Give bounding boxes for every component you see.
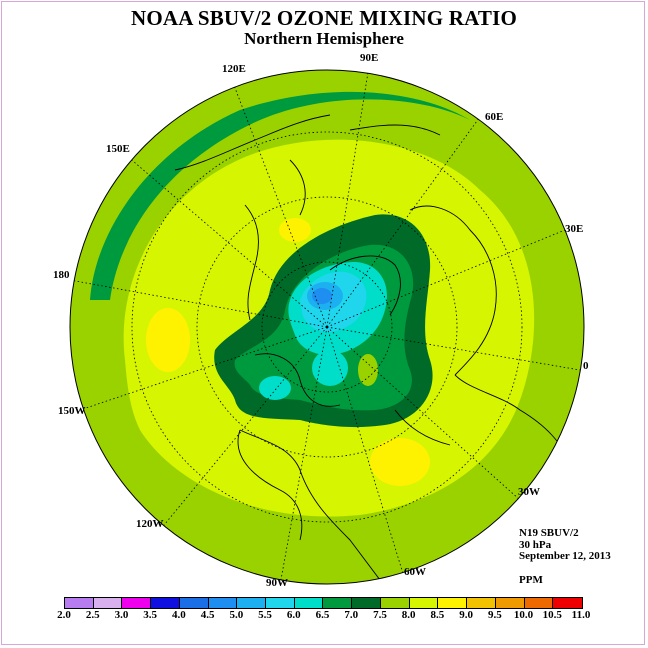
colorbar-swatch bbox=[553, 598, 582, 608]
colorbar-swatch bbox=[151, 598, 180, 608]
colorbar-tick-label: 8.5 bbox=[430, 609, 445, 621]
colorbar-swatch bbox=[409, 598, 439, 608]
longitude-label-120e: 120E bbox=[222, 63, 246, 75]
colorbar-tick-label: 6.5 bbox=[315, 609, 330, 621]
colorbar-tick-label: 7.5 bbox=[373, 609, 387, 621]
longitude-label-0: 0 bbox=[583, 360, 589, 372]
colorbar-tick-label: 9.0 bbox=[459, 609, 473, 621]
ozone-patch-8.5-north bbox=[279, 218, 311, 242]
colorbar-swatch bbox=[380, 598, 410, 608]
longitude-label-30e: 30E bbox=[565, 223, 584, 235]
colorbar-tick-label: 11.0 bbox=[571, 609, 591, 621]
ozone-field bbox=[70, 70, 584, 584]
colorbar-swatch bbox=[179, 598, 209, 608]
longitude-label-150w: 150W bbox=[58, 405, 86, 417]
colorbar bbox=[64, 597, 583, 609]
colorbar-swatch bbox=[294, 598, 324, 608]
colorbar-tick-label: 6.0 bbox=[286, 609, 301, 621]
longitude-label-150e: 150E bbox=[106, 143, 130, 155]
colorbar-swatch bbox=[438, 598, 468, 608]
colorbar-tick-label: 4.5 bbox=[200, 609, 215, 621]
ozone-patch-8.5-west bbox=[146, 308, 190, 372]
ozone-patch-6.0-south bbox=[259, 376, 291, 400]
date-label: September 12, 2013 bbox=[519, 550, 611, 562]
longitude-label-30w: 30W bbox=[518, 486, 540, 498]
colorbar-tick-label: 3.5 bbox=[143, 609, 158, 621]
longitude-label-60w: 60W bbox=[404, 566, 426, 578]
colorbar-swatch bbox=[93, 598, 123, 608]
colorbar-swatch bbox=[524, 598, 554, 608]
colorbar-tick-label: 5.0 bbox=[229, 609, 244, 621]
longitude-label-90w: 90W bbox=[266, 577, 288, 589]
graticule bbox=[70, 70, 581, 584]
ozone-patch-7.5-inner bbox=[358, 354, 378, 386]
colorbar-tick-label: 3.0 bbox=[114, 609, 129, 621]
colorbar-swatch bbox=[122, 598, 152, 608]
colorbar-swatch bbox=[352, 598, 381, 608]
longitude-label-90e: 90E bbox=[360, 52, 379, 64]
map-boundary bbox=[69, 69, 585, 585]
ozone-patch-8.5-atlantic bbox=[370, 438, 430, 486]
colorbar-swatch bbox=[208, 598, 238, 608]
colorbar-swatch bbox=[65, 598, 94, 608]
units-label: PPM bbox=[519, 574, 543, 586]
coastlines bbox=[174, 114, 576, 584]
longitude-label-60e: 60E bbox=[485, 111, 504, 123]
colorbar-tick-label: 4.0 bbox=[172, 609, 186, 621]
colorbar-swatch bbox=[237, 598, 267, 608]
colorbar-tick-label: 10.5 bbox=[542, 609, 562, 621]
map-title: NOAA SBUV/2 OZONE MIXING RATIO bbox=[131, 6, 517, 30]
colorbar-tick-label: 2.5 bbox=[85, 609, 100, 621]
colorbar-tick-label: 2.0 bbox=[57, 609, 71, 621]
colorbar-tick-label: 8.0 bbox=[401, 609, 416, 621]
ozone-band-6.5-outer bbox=[90, 91, 470, 301]
pressure-level-label: 30 hPa bbox=[519, 539, 552, 551]
colorbar-tick-label: 9.5 bbox=[487, 609, 502, 621]
colorbar-tick-label: 5.5 bbox=[258, 609, 272, 621]
colorbar-swatch bbox=[266, 598, 295, 608]
colorbar-swatch bbox=[467, 598, 496, 608]
longitude-label-180: 180 bbox=[53, 269, 70, 281]
colorbar-tick-label: 10.0 bbox=[513, 609, 534, 621]
colorbar-tick-label: 7.0 bbox=[344, 609, 359, 621]
colorbar-swatch bbox=[323, 598, 353, 608]
longitude-label-120w: 120W bbox=[136, 518, 164, 530]
ozone-patch-6.0-center bbox=[312, 350, 348, 386]
map-subtitle: Northern Hemisphere bbox=[244, 29, 404, 48]
colorbar-swatch bbox=[495, 598, 525, 608]
instrument-label: N19 SBUV/2 bbox=[519, 527, 579, 539]
